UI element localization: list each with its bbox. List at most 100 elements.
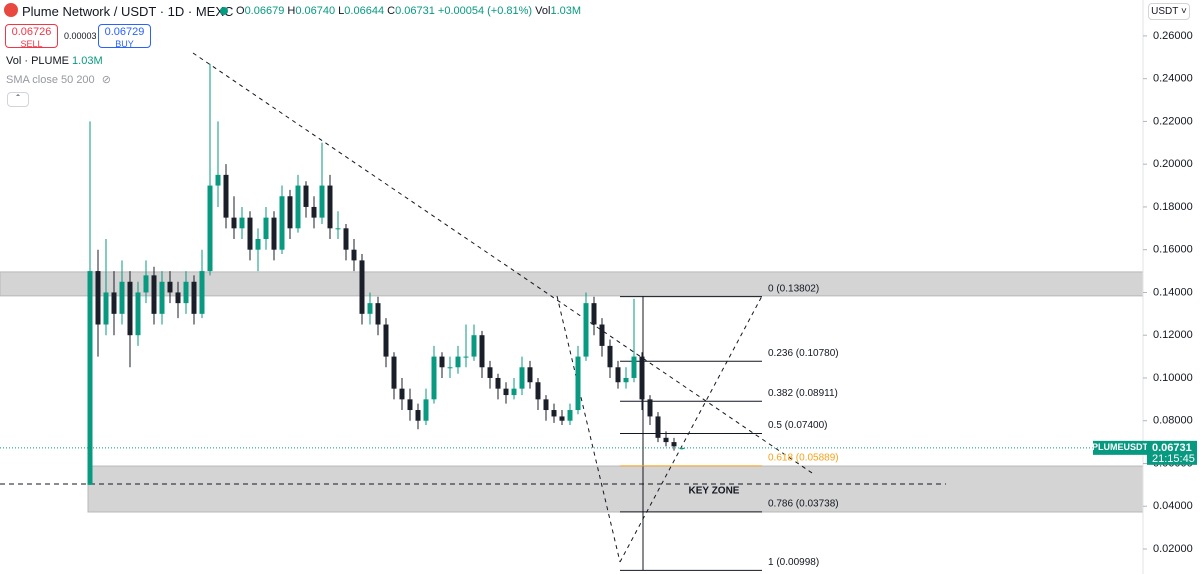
candle-body xyxy=(279,196,285,250)
candle-body xyxy=(511,388,517,396)
y-tick-label: 0.20000 xyxy=(1153,158,1193,170)
candle-body xyxy=(143,275,149,293)
candle-body xyxy=(287,196,293,229)
candle-body xyxy=(183,281,189,304)
candle-body xyxy=(591,303,597,325)
candle-body xyxy=(639,356,645,400)
y-tick-label: 0.18000 xyxy=(1153,201,1193,213)
volume-value: 1.03M xyxy=(550,5,582,17)
collapse-button[interactable]: ˆ xyxy=(7,92,29,107)
spread: 0.00003 xyxy=(64,31,97,41)
candle-body xyxy=(335,228,341,230)
candle-body xyxy=(367,303,373,314)
trend-line xyxy=(192,52,816,476)
candle-body xyxy=(103,292,109,325)
indicator-label: SMA close 50 200 xyxy=(6,74,95,86)
candle-body xyxy=(535,382,541,400)
candle-body xyxy=(271,217,277,250)
market-status xyxy=(220,7,228,15)
y-tick-label: 0.22000 xyxy=(1153,115,1193,127)
candle-body xyxy=(431,356,437,400)
candle-body xyxy=(167,281,173,293)
candle-body xyxy=(567,410,573,421)
symbol-logo xyxy=(4,3,18,17)
candle-body xyxy=(631,356,637,378)
fib-label: 0.382 (0.08911) xyxy=(768,388,838,399)
candle-body xyxy=(295,185,301,229)
y-tick-label: 0.12000 xyxy=(1153,329,1193,341)
buy-button[interactable]: 0.06729 BUY xyxy=(98,24,151,49)
candle-body xyxy=(527,367,533,383)
fib-label: 1 (0.00998) xyxy=(768,557,819,568)
symbol-title[interactable]: Plume Network / USDT · 1D · MEXC xyxy=(22,4,234,19)
vol-indicator[interactable]: Vol · PLUME 1.03M xyxy=(6,55,103,67)
currency-selector[interactable]: USDT ˅ xyxy=(1148,3,1190,20)
candle-body xyxy=(127,281,133,336)
candle-body xyxy=(471,335,477,357)
volume-label: Vol xyxy=(535,5,551,17)
candle-body xyxy=(615,367,621,383)
fib-diagonal xyxy=(619,295,763,563)
y-tick-label: 0.26000 xyxy=(1153,30,1193,42)
candle-body xyxy=(551,410,557,417)
fib-label: 0.5 (0.07400) xyxy=(768,420,828,431)
candle-body xyxy=(647,399,653,417)
candle-body xyxy=(463,356,469,358)
candle-body xyxy=(151,275,157,314)
candle-body xyxy=(135,292,141,336)
ohlc-label: O xyxy=(236,5,245,17)
candle-body xyxy=(231,217,237,229)
candle-body xyxy=(495,377,501,389)
candle-body xyxy=(487,367,493,378)
hidden-icon[interactable]: ⊘ xyxy=(101,74,111,86)
currency: USDT xyxy=(1151,6,1179,17)
sell-button[interactable]: 0.06726 SELL xyxy=(5,24,58,49)
candle-body xyxy=(415,410,421,421)
fib-label: 0.618 (0.05889) xyxy=(768,452,839,463)
candle-body xyxy=(223,174,229,218)
candle-body xyxy=(199,271,205,314)
symbol-label-box xyxy=(1093,440,1147,455)
y-tick-label: 0.02000 xyxy=(1153,543,1193,555)
sma-indicator[interactable]: SMA close 50 200 ⊘ xyxy=(6,73,111,86)
ohlc-value: 0.06679 xyxy=(244,5,285,17)
candle-body xyxy=(671,442,677,447)
key-zone xyxy=(87,465,1144,513)
y-tick-label: 0.08000 xyxy=(1153,415,1193,427)
y-tick-label: 0.14000 xyxy=(1153,286,1193,298)
candle-body xyxy=(663,437,669,443)
candle-body xyxy=(191,281,197,314)
candle-body xyxy=(655,416,661,438)
sell-label: SELL xyxy=(20,39,43,49)
candle-body xyxy=(247,217,253,250)
fib-label: 0.786 (0.03738) xyxy=(768,498,839,509)
candle-body xyxy=(343,228,349,250)
candle-body xyxy=(207,185,213,272)
candle-body xyxy=(95,271,101,325)
fib-label: 0.236 (0.10780) xyxy=(768,348,839,359)
ohlc-value: 0.06644 xyxy=(344,5,385,17)
candle-body xyxy=(399,388,405,400)
symbol-label: PLUMEUSDT xyxy=(1092,442,1149,452)
countdown: 21:15:45 xyxy=(1152,453,1195,465)
candle-body xyxy=(327,185,333,229)
y-tick-label: 0.16000 xyxy=(1153,244,1193,256)
ohlc-label: H xyxy=(287,5,296,17)
last-price-box xyxy=(1147,440,1197,465)
candle-body xyxy=(559,416,565,421)
candle-body xyxy=(119,281,125,314)
candle-body xyxy=(503,388,509,396)
change: +0.00054 (+0.81%) xyxy=(437,5,533,17)
buy-label: BUY xyxy=(115,39,134,49)
last-price: 0.06731 xyxy=(1152,442,1192,454)
y-tick-label: 0.24000 xyxy=(1153,73,1193,85)
fib-label: 0 (0.13802) xyxy=(768,283,819,294)
candle-body xyxy=(391,356,397,389)
candle-body xyxy=(607,345,613,368)
candle-body xyxy=(175,292,181,304)
candle-body xyxy=(303,185,309,207)
ohlc-label: L xyxy=(338,5,345,17)
candle-body xyxy=(439,356,445,368)
ohlc-legend: O0.06679 H0.06740 L0.06644 C0.06731 +0.0… xyxy=(236,5,581,17)
